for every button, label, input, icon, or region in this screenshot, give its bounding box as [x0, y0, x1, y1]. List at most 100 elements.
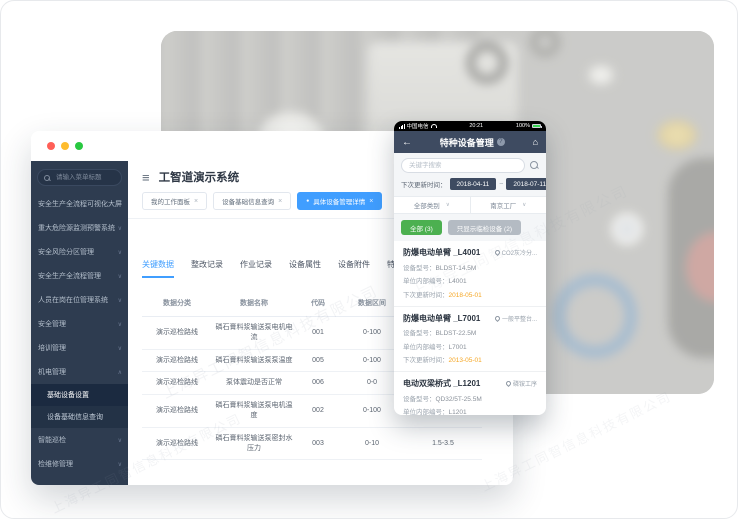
home-icon[interactable]: ⌂ — [532, 137, 538, 147]
keyword-search-input[interactable] — [401, 158, 525, 173]
sidebar-subitem-basic-equipment[interactable]: 基础设备设置 — [31, 384, 128, 406]
field-label: 设备型号： — [403, 264, 436, 272]
sidebar-item-safety-mgmt[interactable]: 安全管理 ∨ — [31, 312, 128, 336]
close-icon[interactable]: × — [369, 197, 374, 205]
active-dot-icon: ● — [306, 197, 310, 204]
tab-rectification-records[interactable]: 整改记录 — [191, 260, 223, 269]
zoom-traffic-light[interactable] — [75, 142, 83, 150]
chevron-down-icon: ∨ — [117, 297, 122, 304]
tab-job-records[interactable]: 作业记录 — [240, 260, 272, 269]
battery-percent-label: 100% — [515, 123, 530, 129]
chevron-down-icon: ∨ — [117, 345, 122, 352]
sidebar-subitem-equipment-info-query[interactable]: 设备基础信息查询 — [31, 406, 128, 428]
cell: 0-0 — [340, 371, 404, 396]
equipment-location: 磷铵工序 — [512, 382, 537, 388]
equipment-location: 一般平整台... — [501, 316, 537, 323]
col-data-category: 数据分类 — [142, 290, 212, 317]
sidebar: 安全生产全流程可视化大屏 重大危险源监测预警系统 ∨ 安全风险分区管理 ∨ 安全… — [31, 161, 128, 485]
battery-icon — [531, 123, 542, 129]
field-label: 单位内部编号： — [403, 343, 449, 351]
chevron-down-icon: ∨ — [117, 249, 122, 256]
select-value: 南京工厂 — [490, 203, 517, 210]
equipment-title: 防爆电动单臂 _L7001 — [403, 313, 481, 323]
cell: 0-10 — [340, 427, 404, 461]
close-traffic-light[interactable] — [47, 142, 55, 150]
sidebar-submenu: 基础设备设置 设备基础信息查询 — [31, 384, 128, 428]
chevron-down-icon: ∨ — [117, 225, 122, 232]
sidebar-subitem-label: 设备基础信息查询 — [47, 414, 103, 421]
sidebar-item-label: 重大危险源监测预警系统 — [38, 225, 115, 232]
sidebar-search-box[interactable] — [37, 169, 122, 186]
chevron-up-icon: ∧ — [117, 369, 122, 376]
carrier-label: 中国电信 — [406, 124, 429, 130]
sidebar-item-training-mgmt[interactable]: 培训管理 ∨ — [31, 336, 128, 360]
sidebar-item-maintenance-mgmt[interactable]: 检维修管理 ∨ — [31, 452, 128, 476]
sidebar-item-label: 安全生产全流程可视化大屏 — [38, 201, 122, 208]
date-filter-row: 下次更新时间： 2018-04-11 ~ 2018-07-11 — [394, 177, 546, 196]
chevron-down-icon: ∨ — [522, 202, 527, 208]
sidebar-item-safety-process[interactable]: 安全生产全流程管理 ∨ — [31, 264, 128, 288]
close-icon[interactable]: × — [194, 197, 199, 205]
cell: 演示巡检路线 — [142, 394, 212, 428]
list-item[interactable]: 防爆电动单臂 _L4001 CO2灰冷分... 设备型号：BLDST-14.5M… — [394, 241, 546, 307]
date-from-button[interactable]: 2018-04-11 — [449, 178, 497, 190]
date-to-button[interactable]: 2018-07-11 — [506, 178, 546, 190]
cell: 磷石膏料浆输送泵密封水压力 — [212, 427, 296, 461]
sidebar-search-input[interactable] — [54, 173, 115, 182]
next-update-value: 2013-05-01 — [448, 357, 482, 364]
minimize-traffic-light[interactable] — [61, 142, 69, 150]
sidebar-item-mechatronics[interactable]: 机电管理 ∧ — [31, 360, 128, 384]
hamburger-menu-icon[interactable]: ≡ — [142, 169, 150, 185]
tab-equipment-attachments[interactable]: 设备附件 — [338, 260, 370, 269]
search-icon — [44, 174, 50, 181]
cell: 0-100 — [340, 349, 404, 373]
sidebar-item-smart-inspection[interactable]: 智能巡检 ∨ — [31, 428, 128, 452]
cell: 演示巡检路线 — [142, 427, 212, 461]
tab-label: 设备基础信息查询 — [222, 199, 275, 206]
equipment-title: 防爆电动单臂 _L4001 — [403, 248, 481, 257]
sidebar-item-label: 培训管理 — [38, 345, 66, 352]
sidebar-item-visual-screen[interactable]: 安全生产全流程可视化大屏 — [31, 192, 128, 216]
col-code: 代码 — [296, 290, 340, 317]
back-arrow-icon[interactable]: ← — [402, 136, 412, 148]
unit-no-value: L4001 — [448, 278, 467, 285]
list-item[interactable]: 防爆电动单臂 _L7001 一般平整台... 设备型号：BLDST-22.5M … — [394, 307, 546, 372]
chevron-down-icon: ∨ — [445, 202, 450, 208]
sidebar-item-personnel[interactable]: 人员在岗在位管理系统 ∨ — [31, 288, 128, 312]
chip-all[interactable]: 全部 (3) — [401, 220, 442, 235]
sidebar-item-risk-zoning[interactable]: 安全风险分区管理 ∨ — [31, 240, 128, 264]
close-icon[interactable]: × — [278, 197, 283, 205]
phone-screenshot: 中国电信 20:21 100% ← 特种设备管理 ? ⌂ 下次更新时间： 201… — [394, 121, 546, 415]
sidebar-item-label: 检维修管理 — [38, 461, 73, 468]
phone-search-row — [394, 153, 546, 177]
chip-inspection-only[interactable]: 只显示临检设备 (2) — [447, 220, 521, 235]
date-filter-label: 下次更新时间： — [401, 182, 447, 189]
equipment-location: CO2灰冷分... — [501, 251, 537, 257]
factory-select[interactable]: 南京工厂 ∨ — [469, 197, 547, 213]
cell: 006 — [296, 371, 340, 396]
tab-equipment-info-query[interactable]: 设备基础信息查询 × — [213, 192, 292, 210]
tab-equipment-detail[interactable]: ● 具体设备管理详情 × — [297, 192, 383, 210]
col-data-range: 数据区间 — [340, 290, 404, 317]
help-badge-icon[interactable]: ? — [496, 138, 505, 146]
search-icon[interactable] — [530, 161, 539, 170]
cell: 磷石膏料浆输送泵泵温度 — [212, 349, 296, 373]
unit-no-value: L1201 — [448, 409, 467, 415]
cell: 0-100 — [340, 316, 404, 350]
cell: 005 — [296, 349, 340, 373]
tab-key-data[interactable]: 关键数据 — [142, 259, 174, 278]
location-pin-icon — [504, 379, 513, 388]
category-select[interactable]: 全部类别 ∨ — [394, 197, 470, 213]
chevron-down-icon: ∨ — [117, 273, 122, 280]
sidebar-item-hazard-monitoring[interactable]: 重大危险源监测预警系统 ∨ — [31, 216, 128, 240]
tab-equipment-attributes[interactable]: 设备属性 — [289, 260, 321, 269]
filter-chips-row: 全部 (3) 只显示临检设备 (2) — [394, 214, 546, 241]
cell: 泵体震动是否正常 — [212, 371, 296, 396]
cell: 003 — [296, 427, 340, 461]
wifi-icon — [430, 124, 437, 128]
field-label: 下次更新时间： — [403, 291, 449, 299]
list-item[interactable]: 电动双梁桥式 _L1201 磷铵工序 设备型号：QD32/5T-25.5M 单位… — [394, 372, 546, 415]
tab-my-workbench[interactable]: 我的工作面板 × — [142, 192, 208, 210]
table-row: 演示巡检路线 磷石膏料浆输送泵密封水压力 003 0-10 1.5-3.5 — [142, 427, 482, 461]
chevron-down-icon: ∨ — [117, 437, 122, 444]
